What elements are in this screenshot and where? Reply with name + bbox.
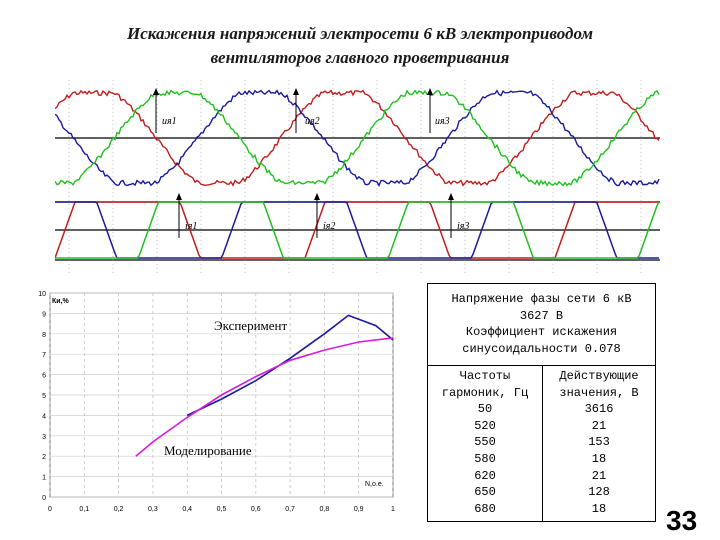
current-trace	[55, 201, 660, 259]
table-header: Напряжение фазы сети 6 кВ 3627 В Коэффиц…	[428, 284, 655, 366]
current-trace	[55, 201, 659, 259]
current-trace	[55, 201, 659, 259]
y-tick-label: 9	[42, 311, 46, 318]
y-axis-label: Ки,%	[52, 298, 70, 305]
oscillogram-label: uя2	[305, 116, 320, 127]
table-cell: 520	[474, 418, 496, 433]
y-tick-label: 5	[42, 393, 46, 400]
oscillogram-label: iя1	[185, 221, 197, 232]
legend-model: Моделирование	[164, 443, 252, 458]
series-line	[135, 337, 394, 457]
oscillogram-traces	[55, 89, 660, 259]
value-column: Действующие значения, В 3616 21 153 18 2…	[543, 366, 655, 521]
x-tick-label: 0,1	[79, 506, 89, 513]
arrow-head	[176, 193, 182, 200]
header-line: Коэффициент искажения	[465, 325, 618, 339]
x-tick-label: 0,2	[114, 506, 124, 513]
table-cell: 153	[588, 435, 610, 450]
arrow-head	[293, 88, 299, 95]
table-cell: 680	[474, 501, 496, 516]
harmonics-table: Напряжение фазы сети 6 кВ 3627 В Коэффиц…	[427, 283, 656, 522]
table-cell: 21	[591, 468, 607, 483]
header-line: 3627 В	[519, 308, 564, 323]
x-tick-label: 0,3	[148, 506, 158, 513]
frequency-column: Частоты гармоник, Гц 50 520 550 580 620 …	[428, 366, 543, 521]
arrow-head	[153, 88, 159, 95]
x-tick-label: 1	[391, 506, 395, 513]
arrow-head	[314, 193, 320, 200]
table-cell: 18	[591, 501, 607, 516]
x-tick-label: 0,5	[217, 506, 227, 513]
table-cell: 50	[477, 402, 493, 417]
title-line-2: вентиляторов главного проветривания	[210, 48, 510, 67]
column-header: Действующие	[559, 369, 639, 383]
x-tick-label: 0,9	[354, 506, 364, 513]
column-header: гармоник, Гц	[441, 385, 529, 400]
oscillogram: uя1 uя2 uя3 iя1 iя2 iя3	[55, 80, 660, 275]
oscillogram-labels: uя1 uя2 uя3 iя1 iя2 iя3	[153, 88, 469, 238]
x-tick-label: 0,7	[285, 506, 295, 513]
table-cell: 580	[474, 451, 496, 466]
table-cell: 128	[588, 485, 610, 500]
x-tick-label: 0,4	[182, 506, 192, 513]
chart-ticks: 0 1 2 3 4 5 6 7 8 9 10 0 0,1 0,2 0,3 0,4 0,5 0,6 0,7 0,8 0,9…	[38, 291, 395, 513]
harmonic-chart: 0 1 2 3 4 5 6 7 8 9 10 0 0,1 0,2 0,3 0,4 0,5 0,6 0,7 0,8 0,9…	[38, 291, 395, 513]
x-tick-label: 0	[48, 506, 52, 513]
arrow-head	[448, 193, 454, 200]
voltage-trace	[55, 89, 660, 187]
table-cell: 620	[474, 468, 496, 483]
header-line: синусоидальности 0.078	[462, 341, 621, 356]
x-tick-label: 0,6	[251, 506, 261, 513]
y-tick-label: 10	[38, 291, 46, 298]
header-line: Напряжение фазы сети 6 кВ	[451, 292, 632, 306]
x-axis-label: N,o.e.	[365, 481, 384, 488]
y-tick-label: 8	[42, 332, 46, 339]
y-tick-label: 4	[42, 413, 46, 420]
table-cell: 3616	[584, 402, 614, 417]
table-cell: 550	[474, 435, 496, 450]
voltage-trace	[55, 89, 660, 188]
oscillogram-label: uя3	[435, 116, 450, 127]
table-cell: 21	[591, 418, 607, 433]
table-cell: 18	[591, 451, 607, 466]
column-header: Частоты	[459, 369, 511, 383]
x-tick-label: 0,8	[320, 506, 330, 513]
arrow-head	[427, 88, 433, 95]
y-tick-label: 6	[42, 373, 46, 380]
y-tick-label: 3	[42, 434, 46, 441]
y-tick-label: 0	[42, 495, 46, 502]
table-body: Частоты гармоник, Гц 50 520 550 580 620 …	[428, 366, 655, 521]
oscillogram-label: iя2	[323, 221, 335, 232]
oscillogram-label: iя3	[457, 221, 469, 232]
title-line-1: Искажения напряжений электросети 6 кВ эл…	[127, 24, 593, 43]
oscillogram-label: uя1	[162, 116, 177, 127]
y-tick-label: 7	[42, 352, 46, 359]
series-line	[186, 314, 394, 417]
table-cell: 650	[474, 485, 496, 500]
page-number: 33	[666, 505, 698, 536]
chart-series	[135, 314, 394, 457]
legend-experiment: Эксперимент	[214, 318, 287, 333]
y-tick-label: 1	[42, 475, 46, 482]
column-header: значения, В	[559, 385, 639, 400]
y-tick-label: 2	[42, 454, 46, 461]
chart-grid	[49, 292, 394, 498]
slide-title: Искажения напряжений электросети 6 кВ эл…	[70, 22, 650, 70]
